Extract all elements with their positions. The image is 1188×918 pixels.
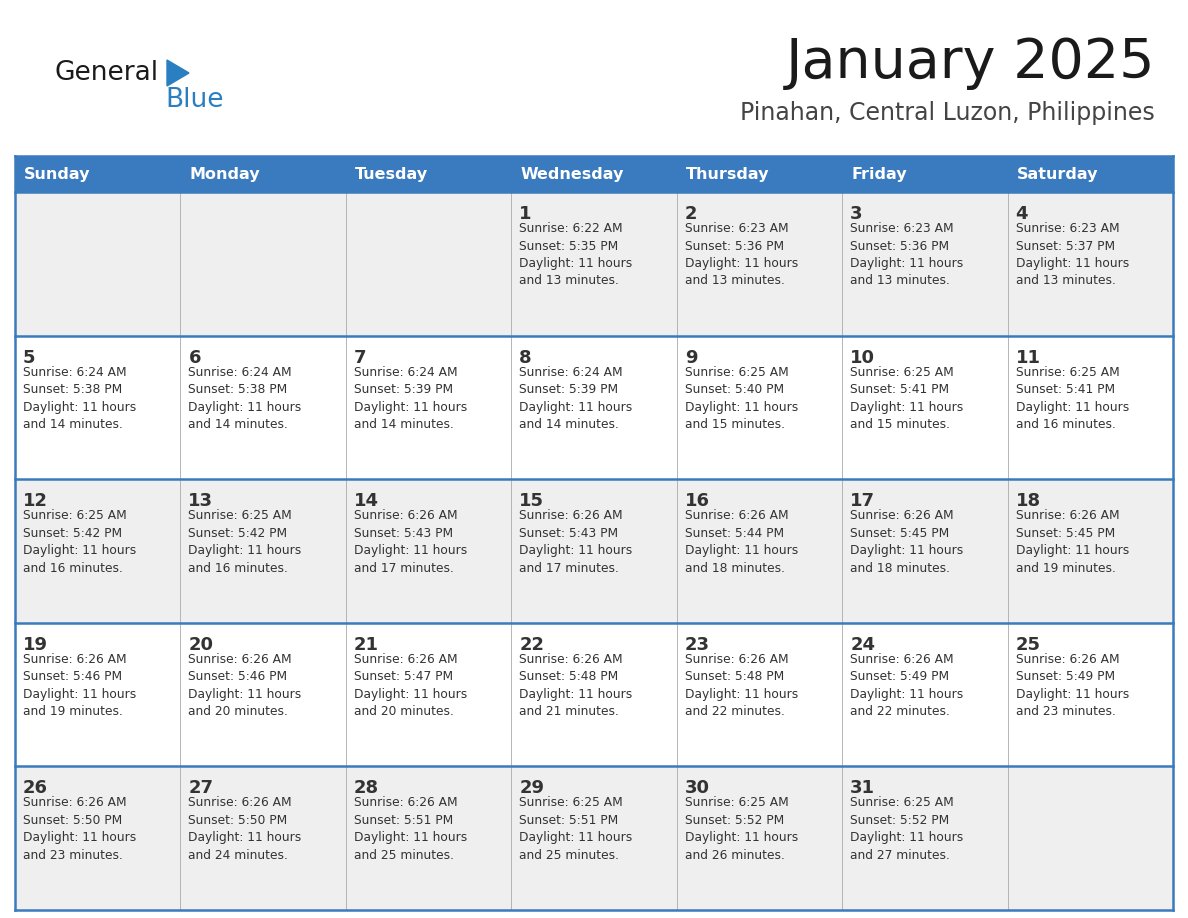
- Bar: [15, 622, 1173, 767]
- Text: Sunrise: 6:26 AM
Sunset: 5:50 PM
Daylight: 11 hours
and 24 minutes.: Sunrise: 6:26 AM Sunset: 5:50 PM Dayligh…: [189, 797, 302, 862]
- Text: Sunrise: 6:26 AM
Sunset: 5:50 PM
Daylight: 11 hours
and 23 minutes.: Sunrise: 6:26 AM Sunset: 5:50 PM Dayligh…: [23, 797, 137, 862]
- Text: 8: 8: [519, 349, 532, 366]
- Text: Sunrise: 6:25 AM
Sunset: 5:41 PM
Daylight: 11 hours
and 15 minutes.: Sunrise: 6:25 AM Sunset: 5:41 PM Dayligh…: [851, 365, 963, 431]
- Text: 17: 17: [851, 492, 876, 510]
- Text: Sunrise: 6:26 AM
Sunset: 5:43 PM
Daylight: 11 hours
and 17 minutes.: Sunrise: 6:26 AM Sunset: 5:43 PM Dayligh…: [354, 509, 467, 575]
- Text: 14: 14: [354, 492, 379, 510]
- Text: Sunrise: 6:25 AM
Sunset: 5:52 PM
Daylight: 11 hours
and 26 minutes.: Sunrise: 6:25 AM Sunset: 5:52 PM Dayligh…: [684, 797, 798, 862]
- Text: Thursday: Thursday: [685, 166, 769, 182]
- Text: 3: 3: [851, 205, 862, 223]
- Text: 22: 22: [519, 636, 544, 654]
- Bar: [15, 336, 1173, 479]
- Text: Sunrise: 6:24 AM
Sunset: 5:39 PM
Daylight: 11 hours
and 14 minutes.: Sunrise: 6:24 AM Sunset: 5:39 PM Dayligh…: [519, 365, 632, 431]
- Text: 28: 28: [354, 779, 379, 798]
- Text: Sunrise: 6:25 AM
Sunset: 5:42 PM
Daylight: 11 hours
and 16 minutes.: Sunrise: 6:25 AM Sunset: 5:42 PM Dayligh…: [23, 509, 137, 575]
- Text: Sunrise: 6:26 AM
Sunset: 5:49 PM
Daylight: 11 hours
and 23 minutes.: Sunrise: 6:26 AM Sunset: 5:49 PM Dayligh…: [1016, 653, 1129, 718]
- Text: Sunrise: 6:26 AM
Sunset: 5:49 PM
Daylight: 11 hours
and 22 minutes.: Sunrise: 6:26 AM Sunset: 5:49 PM Dayligh…: [851, 653, 963, 718]
- Text: 2: 2: [684, 205, 697, 223]
- Text: Monday: Monday: [189, 166, 260, 182]
- Text: 19: 19: [23, 636, 48, 654]
- Text: 9: 9: [684, 349, 697, 366]
- Text: 31: 31: [851, 779, 876, 798]
- Text: Friday: Friday: [851, 166, 906, 182]
- Text: Sunrise: 6:26 AM
Sunset: 5:45 PM
Daylight: 11 hours
and 18 minutes.: Sunrise: 6:26 AM Sunset: 5:45 PM Dayligh…: [851, 509, 963, 575]
- Text: 23: 23: [684, 636, 709, 654]
- Text: Sunrise: 6:26 AM
Sunset: 5:44 PM
Daylight: 11 hours
and 18 minutes.: Sunrise: 6:26 AM Sunset: 5:44 PM Dayligh…: [684, 509, 798, 575]
- Text: 4: 4: [1016, 205, 1028, 223]
- Text: Sunrise: 6:26 AM
Sunset: 5:48 PM
Daylight: 11 hours
and 21 minutes.: Sunrise: 6:26 AM Sunset: 5:48 PM Dayligh…: [519, 653, 632, 718]
- Text: Sunrise: 6:25 AM
Sunset: 5:51 PM
Daylight: 11 hours
and 25 minutes.: Sunrise: 6:25 AM Sunset: 5:51 PM Dayligh…: [519, 797, 632, 862]
- Text: Sunday: Sunday: [24, 166, 90, 182]
- Text: Sunrise: 6:26 AM
Sunset: 5:45 PM
Daylight: 11 hours
and 19 minutes.: Sunrise: 6:26 AM Sunset: 5:45 PM Dayligh…: [1016, 509, 1129, 575]
- Text: 21: 21: [354, 636, 379, 654]
- Text: 27: 27: [189, 779, 214, 798]
- Bar: [15, 767, 1173, 910]
- Text: 12: 12: [23, 492, 48, 510]
- Text: 6: 6: [189, 349, 201, 366]
- Text: Sunrise: 6:25 AM
Sunset: 5:52 PM
Daylight: 11 hours
and 27 minutes.: Sunrise: 6:25 AM Sunset: 5:52 PM Dayligh…: [851, 797, 963, 862]
- Text: Sunrise: 6:26 AM
Sunset: 5:46 PM
Daylight: 11 hours
and 20 minutes.: Sunrise: 6:26 AM Sunset: 5:46 PM Dayligh…: [189, 653, 302, 718]
- Text: 29: 29: [519, 779, 544, 798]
- Text: Sunrise: 6:26 AM
Sunset: 5:48 PM
Daylight: 11 hours
and 22 minutes.: Sunrise: 6:26 AM Sunset: 5:48 PM Dayligh…: [684, 653, 798, 718]
- Text: Sunrise: 6:25 AM
Sunset: 5:42 PM
Daylight: 11 hours
and 16 minutes.: Sunrise: 6:25 AM Sunset: 5:42 PM Dayligh…: [189, 509, 302, 575]
- Text: Sunrise: 6:24 AM
Sunset: 5:39 PM
Daylight: 11 hours
and 14 minutes.: Sunrise: 6:24 AM Sunset: 5:39 PM Dayligh…: [354, 365, 467, 431]
- Text: 24: 24: [851, 636, 876, 654]
- Text: 30: 30: [684, 779, 709, 798]
- Text: Sunrise: 6:24 AM
Sunset: 5:38 PM
Daylight: 11 hours
and 14 minutes.: Sunrise: 6:24 AM Sunset: 5:38 PM Dayligh…: [189, 365, 302, 431]
- Text: Blue: Blue: [165, 87, 223, 113]
- Text: Sunrise: 6:25 AM
Sunset: 5:40 PM
Daylight: 11 hours
and 15 minutes.: Sunrise: 6:25 AM Sunset: 5:40 PM Dayligh…: [684, 365, 798, 431]
- Text: Sunrise: 6:23 AM
Sunset: 5:36 PM
Daylight: 11 hours
and 13 minutes.: Sunrise: 6:23 AM Sunset: 5:36 PM Dayligh…: [851, 222, 963, 287]
- Text: 16: 16: [684, 492, 709, 510]
- Text: 18: 18: [1016, 492, 1041, 510]
- Polygon shape: [168, 60, 189, 86]
- Text: Sunrise: 6:26 AM
Sunset: 5:43 PM
Daylight: 11 hours
and 17 minutes.: Sunrise: 6:26 AM Sunset: 5:43 PM Dayligh…: [519, 509, 632, 575]
- Text: 20: 20: [189, 636, 214, 654]
- Text: Saturday: Saturday: [1017, 166, 1098, 182]
- Text: 26: 26: [23, 779, 48, 798]
- Bar: [15, 479, 1173, 622]
- Text: January 2025: January 2025: [785, 36, 1155, 90]
- Text: Sunrise: 6:23 AM
Sunset: 5:36 PM
Daylight: 11 hours
and 13 minutes.: Sunrise: 6:23 AM Sunset: 5:36 PM Dayligh…: [684, 222, 798, 287]
- Text: 13: 13: [189, 492, 214, 510]
- Text: Sunrise: 6:23 AM
Sunset: 5:37 PM
Daylight: 11 hours
and 13 minutes.: Sunrise: 6:23 AM Sunset: 5:37 PM Dayligh…: [1016, 222, 1129, 287]
- Text: 11: 11: [1016, 349, 1041, 366]
- Text: Sunrise: 6:25 AM
Sunset: 5:41 PM
Daylight: 11 hours
and 16 minutes.: Sunrise: 6:25 AM Sunset: 5:41 PM Dayligh…: [1016, 365, 1129, 431]
- Text: Tuesday: Tuesday: [355, 166, 428, 182]
- Text: Sunrise: 6:26 AM
Sunset: 5:46 PM
Daylight: 11 hours
and 19 minutes.: Sunrise: 6:26 AM Sunset: 5:46 PM Dayligh…: [23, 653, 137, 718]
- Text: 15: 15: [519, 492, 544, 510]
- Bar: [15, 156, 1173, 192]
- Text: 1: 1: [519, 205, 532, 223]
- Text: Sunrise: 6:26 AM
Sunset: 5:47 PM
Daylight: 11 hours
and 20 minutes.: Sunrise: 6:26 AM Sunset: 5:47 PM Dayligh…: [354, 653, 467, 718]
- Text: Sunrise: 6:22 AM
Sunset: 5:35 PM
Daylight: 11 hours
and 13 minutes.: Sunrise: 6:22 AM Sunset: 5:35 PM Dayligh…: [519, 222, 632, 287]
- Text: Pinahan, Central Luzon, Philippines: Pinahan, Central Luzon, Philippines: [740, 101, 1155, 125]
- Text: 25: 25: [1016, 636, 1041, 654]
- Text: Wednesday: Wednesday: [520, 166, 624, 182]
- Text: 7: 7: [354, 349, 366, 366]
- Text: General: General: [55, 60, 159, 86]
- Text: 5: 5: [23, 349, 36, 366]
- Text: 10: 10: [851, 349, 876, 366]
- Bar: [15, 192, 1173, 336]
- Text: Sunrise: 6:24 AM
Sunset: 5:38 PM
Daylight: 11 hours
and 14 minutes.: Sunrise: 6:24 AM Sunset: 5:38 PM Dayligh…: [23, 365, 137, 431]
- Text: Sunrise: 6:26 AM
Sunset: 5:51 PM
Daylight: 11 hours
and 25 minutes.: Sunrise: 6:26 AM Sunset: 5:51 PM Dayligh…: [354, 797, 467, 862]
